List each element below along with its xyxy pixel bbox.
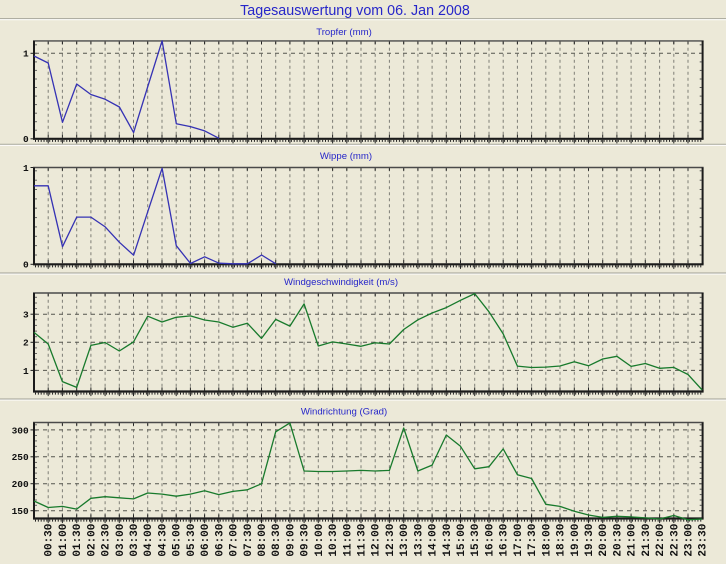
svg-text:2: 2 (23, 338, 29, 349)
svg-text:03:00: 03:00 (115, 524, 127, 557)
svg-text:13:30: 13:30 (413, 524, 425, 557)
svg-text:Windrichtung (Grad): Windrichtung (Grad) (301, 407, 387, 418)
svg-text:22:00: 22:00 (655, 524, 667, 557)
svg-text:03:30: 03:30 (129, 524, 141, 557)
svg-text:13:00: 13:00 (399, 524, 411, 557)
svg-text:14:30: 14:30 (442, 524, 454, 557)
svg-text:09:30: 09:30 (300, 524, 312, 557)
svg-text:250: 250 (12, 452, 29, 463)
svg-text:04:00: 04:00 (143, 524, 155, 557)
svg-text:150: 150 (12, 506, 29, 517)
svg-text:08:00: 08:00 (257, 524, 269, 557)
svg-text:14:00: 14:00 (428, 524, 440, 557)
svg-text:1: 1 (23, 366, 29, 377)
svg-text:02:00: 02:00 (86, 524, 98, 557)
svg-text:12:00: 12:00 (371, 524, 383, 557)
svg-text:15:30: 15:30 (470, 524, 482, 557)
svg-text:21:00: 21:00 (627, 524, 639, 557)
svg-text:02:30: 02:30 (101, 524, 113, 557)
svg-text:10:30: 10:30 (328, 524, 340, 557)
svg-text:10:00: 10:00 (314, 524, 326, 557)
svg-text:16:00: 16:00 (485, 524, 497, 557)
svg-text:20:00: 20:00 (598, 524, 610, 557)
svg-text:Wippe (mm): Wippe (mm) (320, 151, 372, 162)
svg-text:0: 0 (23, 260, 29, 271)
svg-text:08:30: 08:30 (271, 524, 283, 557)
svg-text:00:30: 00:30 (44, 524, 56, 557)
svg-text:01:30: 01:30 (72, 524, 84, 557)
svg-text:23:00: 23:00 (684, 524, 696, 557)
svg-text:12:30: 12:30 (385, 524, 397, 557)
svg-text:09:00: 09:00 (285, 524, 297, 557)
svg-text:Windgeschwindigkeit (m/s): Windgeschwindigkeit (m/s) (284, 277, 398, 288)
svg-text:18:00: 18:00 (541, 524, 553, 557)
svg-text:05:30: 05:30 (186, 524, 198, 557)
svg-text:11:00: 11:00 (342, 524, 354, 557)
svg-text:300: 300 (12, 425, 29, 436)
svg-text:Tropfer (mm): Tropfer (mm) (316, 27, 372, 38)
svg-text:05:00: 05:00 (172, 524, 184, 557)
svg-text:17:30: 17:30 (527, 524, 539, 557)
svg-text:200: 200 (12, 479, 29, 490)
svg-text:1: 1 (23, 49, 29, 60)
svg-text:06:30: 06:30 (214, 524, 226, 557)
svg-text:11:30: 11:30 (357, 524, 369, 557)
svg-text:16:30: 16:30 (499, 524, 511, 557)
svg-text:01:00: 01:00 (58, 524, 70, 557)
svg-text:1: 1 (23, 163, 29, 174)
svg-text:15:00: 15:00 (456, 524, 468, 557)
svg-text:06:00: 06:00 (200, 524, 212, 557)
svg-text:04:30: 04:30 (158, 524, 170, 557)
svg-text:21:30: 21:30 (641, 524, 653, 557)
svg-text:20:30: 20:30 (612, 524, 624, 557)
svg-text:3: 3 (23, 310, 29, 321)
svg-text:23:30: 23:30 (698, 524, 710, 557)
svg-text:17:00: 17:00 (513, 524, 525, 557)
svg-text:19:00: 19:00 (570, 524, 582, 557)
svg-text:Tagesauswertung vom 06. Jan 20: Tagesauswertung vom 06. Jan 2008 (240, 3, 470, 19)
svg-text:22:30: 22:30 (669, 524, 681, 557)
svg-text:18:30: 18:30 (556, 524, 568, 557)
svg-text:19:30: 19:30 (584, 524, 596, 557)
svg-text:07:00: 07:00 (229, 524, 241, 557)
svg-text:07:30: 07:30 (243, 524, 255, 557)
svg-text:0: 0 (23, 134, 29, 145)
